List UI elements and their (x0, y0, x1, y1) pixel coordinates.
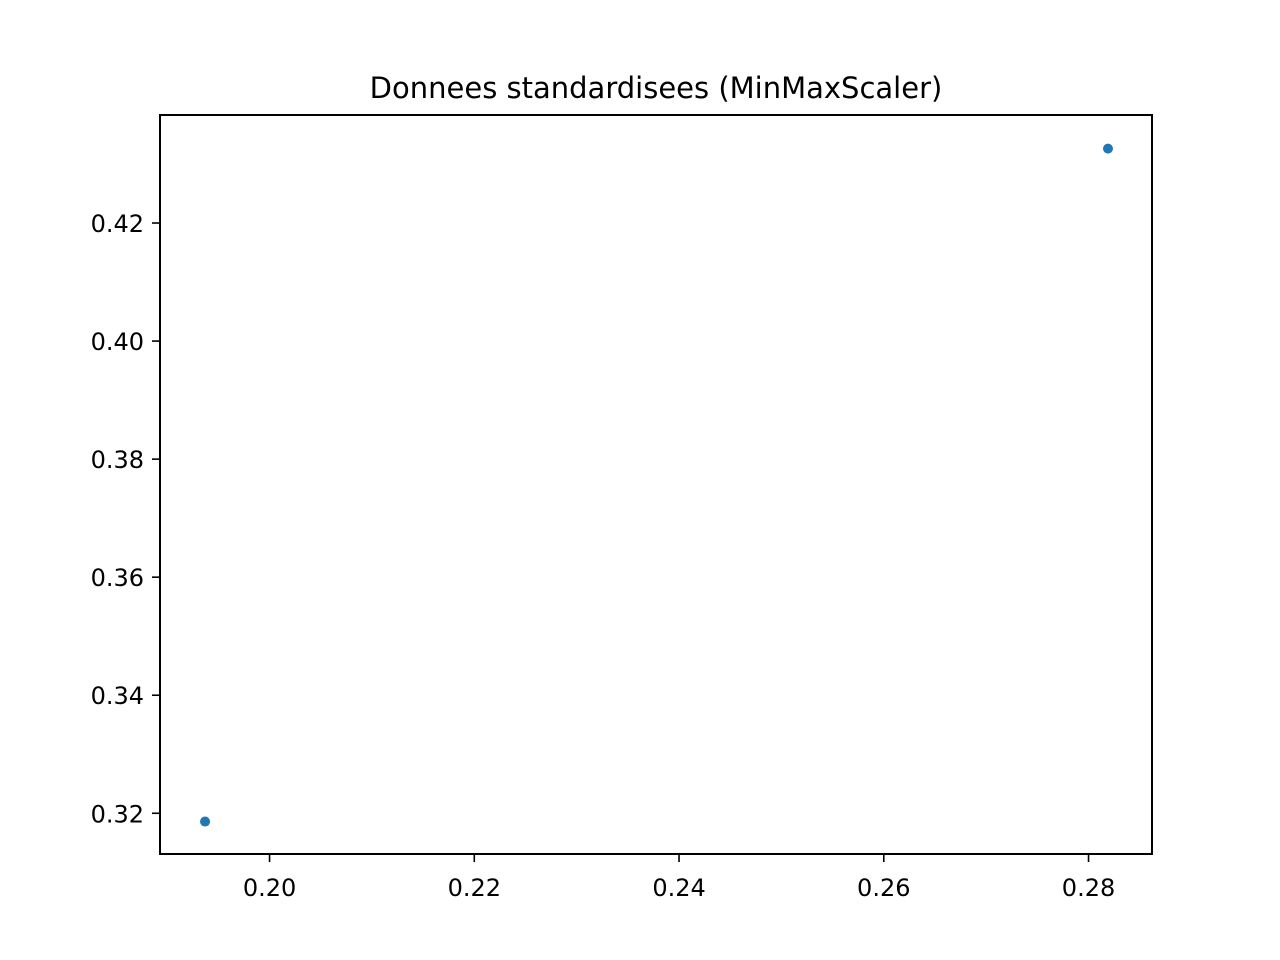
data-point (200, 816, 211, 827)
x-tick-label: 0.28 (1062, 874, 1115, 902)
data-point (1102, 143, 1113, 154)
x-tick-label: 0.24 (652, 874, 705, 902)
plot-area-frame (159, 114, 1153, 855)
y-tick-label: 0.40 (91, 328, 144, 356)
chart-title: Donnees standardisees (MinMaxScaler) (370, 71, 943, 105)
y-tick-label: 0.34 (91, 682, 144, 710)
y-tick-label: 0.36 (91, 564, 144, 592)
y-tick-label: 0.42 (91, 210, 144, 238)
x-tick-label: 0.26 (857, 874, 910, 902)
x-tick-label: 0.22 (448, 874, 501, 902)
data-points (200, 143, 1113, 827)
y-tick-label: 0.38 (91, 446, 144, 474)
x-tick-label: 0.20 (243, 874, 296, 902)
y-tick-label: 0.32 (91, 800, 144, 828)
axis-ticks: 0.20 0.22 0.24 0.26 0.28 0.32 0.34 0.36 0.38 0.40… (91, 210, 1116, 902)
